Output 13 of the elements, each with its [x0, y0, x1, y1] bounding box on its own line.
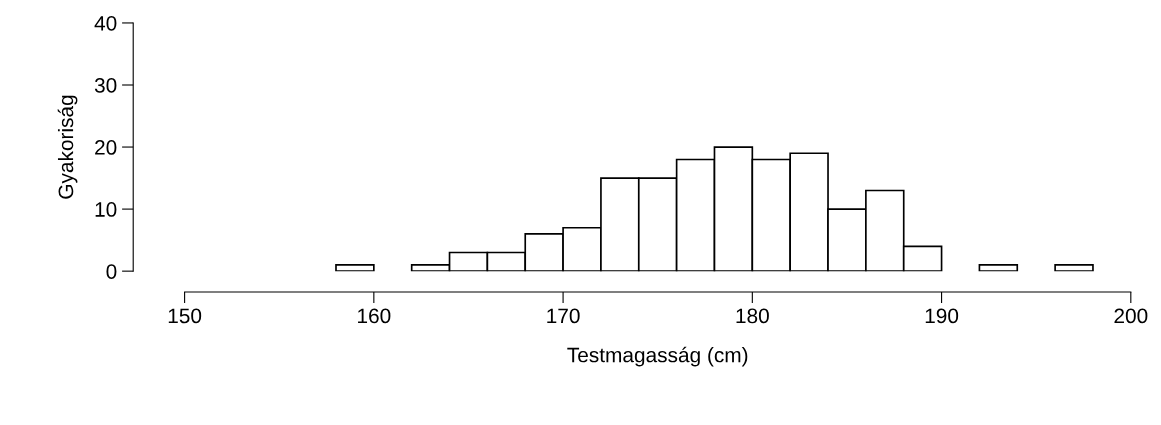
y-tick-label: 40 [94, 15, 117, 31]
y-axis-title: Gyakoriság [57, 95, 78, 199]
x-tick-label: 200 [1114, 308, 1148, 324]
x-tick-label: 150 [168, 308, 202, 324]
y-tick-label: 20 [95, 140, 117, 155]
x-axis-title: Testmagasság (cm) [567, 346, 748, 367]
x-tick-label: 170 [547, 308, 580, 324]
x-tick-label: 190 [925, 308, 959, 324]
y-tick-label: 30 [94, 78, 117, 93]
x-tick-label: 180 [736, 308, 769, 324]
y-tick-label: 10 [95, 202, 117, 217]
y-tick-label: 0 [106, 264, 117, 279]
x-tick-label: 160 [358, 308, 391, 324]
